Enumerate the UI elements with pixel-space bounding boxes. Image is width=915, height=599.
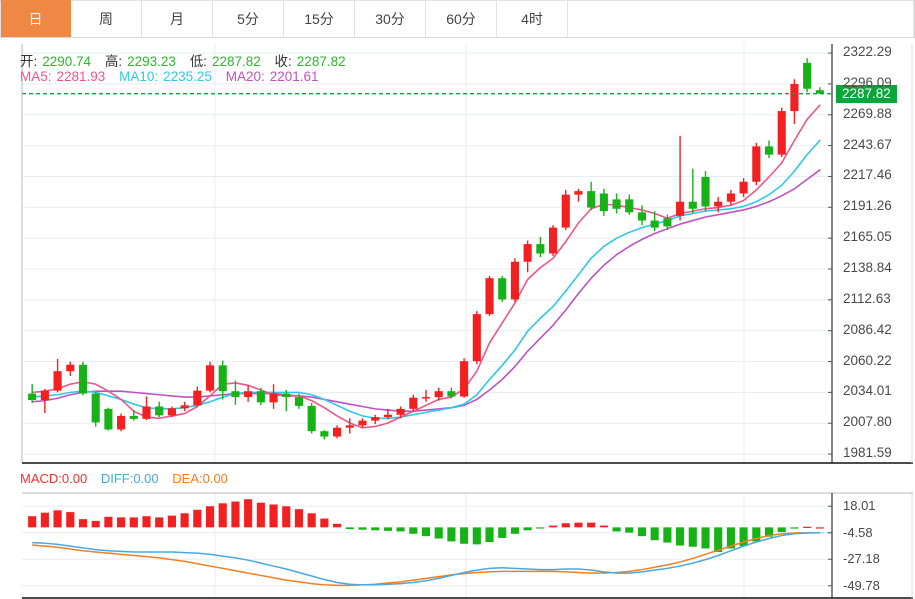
ma5-label: MA5: — [20, 69, 52, 84]
price-axis-tick-label: 2138.84 — [843, 259, 892, 275]
chart-area[interactable]: 开: 2290.74 高: 2293.23 低: 2287.82 收: 2287.82 … — [0, 38, 915, 599]
open-label: 开: — [20, 54, 38, 69]
price-axis-tick-label: 2112.63 — [843, 290, 891, 306]
price-axis-tick-label: 2217.46 — [843, 167, 892, 183]
tab-label: 日 — [28, 11, 43, 27]
macd-axis-tick-label: 18.01 — [843, 498, 876, 514]
tab-label: 月 — [170, 11, 184, 27]
high-label: 高: — [104, 54, 123, 69]
dea-label: DEA: — [172, 471, 203, 486]
ohlc-legend: 开: 2290.74 高: 2293.23 低: 2287.82 收: 2287.82 — [20, 50, 346, 70]
high-value: 2293.23 — [127, 54, 176, 69]
tab-week[interactable]: 周 — [71, 0, 142, 37]
candlestick-chart-svg — [21, 44, 913, 599]
ma10-value: 2235.25 — [163, 69, 212, 84]
diff-label: DIFF: — [100, 471, 134, 486]
low-value: 2287.82 — [211, 54, 261, 69]
price-axis-tick-label: 2296.09 — [843, 74, 892, 90]
ma5-line — [31, 104, 821, 429]
tab-day[interactable]: 日 — [0, 0, 71, 37]
tab-bar-filler — [568, 0, 914, 37]
last-price-tag: 2287.82 — [836, 84, 897, 103]
axis-ticks — [828, 52, 832, 587]
macd-legend: MACD:0.00 DIFF:0.00 DEA:0.00 — [20, 471, 228, 486]
ma20-label: MA20: — [225, 69, 265, 84]
tab-4hour[interactable]: 4时 — [497, 0, 568, 37]
dea-value: 0.00 — [202, 471, 228, 486]
diff-value: 0.00 — [133, 471, 159, 486]
ma20-line — [31, 169, 821, 413]
price-panel-grid — [22, 44, 832, 463]
tab-5min[interactable]: 5分 — [213, 0, 284, 37]
price-axis-tick-label: 2243.67 — [843, 136, 892, 152]
ma20-value: 2201.61 — [269, 69, 319, 84]
price-axis-tick-label: 1981.59 — [843, 445, 892, 461]
low-label: 低: — [189, 54, 207, 69]
macd-histogram — [28, 499, 824, 552]
macd-axis-tick-label: -4.58 — [843, 524, 873, 540]
tab-label: 60分 — [446, 11, 476, 27]
timeframe-tab-bar: 日 周 月 5分 15分 30分 60分 4时 — [0, 0, 915, 38]
close-value: 2287.82 — [296, 54, 346, 69]
tab-15min[interactable]: 15分 — [284, 0, 355, 37]
macd-label: MACD: — [20, 471, 62, 486]
macd-dea-line — [32, 532, 820, 587]
macd-value: 0.00 — [61, 471, 88, 486]
last-price-value: 2287.82 — [842, 85, 891, 101]
tab-label: 30分 — [375, 11, 405, 27]
price-axis-tick-label: 2269.88 — [843, 105, 892, 121]
tab-label: 4时 — [521, 11, 543, 27]
tab-month[interactable]: 月 — [142, 0, 213, 37]
price-axis-tick-label: 2007.80 — [843, 414, 892, 430]
close-label: 收: — [274, 54, 292, 69]
price-axis-tick-label: 2086.42 — [843, 321, 892, 337]
candlesticks — [28, 58, 824, 440]
ma5-value: 2281.93 — [56, 69, 106, 84]
tab-label: 5分 — [237, 11, 259, 27]
ma10-line — [31, 139, 821, 420]
panel-borders — [21, 44, 913, 599]
ma10-label: MA10: — [119, 69, 159, 84]
tab-60min[interactable]: 60分 — [426, 0, 497, 37]
tab-label: 15分 — [304, 11, 334, 27]
tab-label: 周 — [99, 11, 113, 27]
price-axis-tick-label: 2191.26 — [843, 198, 892, 214]
tab-30min[interactable]: 30分 — [355, 0, 426, 37]
macd-panel-grid — [22, 493, 832, 599]
macd-axis-tick-label: -27.18 — [843, 551, 880, 567]
price-axis-tick-label: 2034.01 — [843, 383, 892, 399]
price-axis-tick-label: 2322.29 — [843, 44, 892, 60]
price-axis-tick-label: 2060.22 — [843, 352, 892, 368]
price-axis-tick-label: 2165.05 — [843, 229, 892, 245]
moving-average-legend: MA5: 2281.93 MA10: 2235.25 MA20: 2201.61 — [20, 69, 319, 84]
macd-axis-tick-label: -49.78 — [843, 577, 880, 593]
open-value: 2290.74 — [42, 54, 92, 69]
